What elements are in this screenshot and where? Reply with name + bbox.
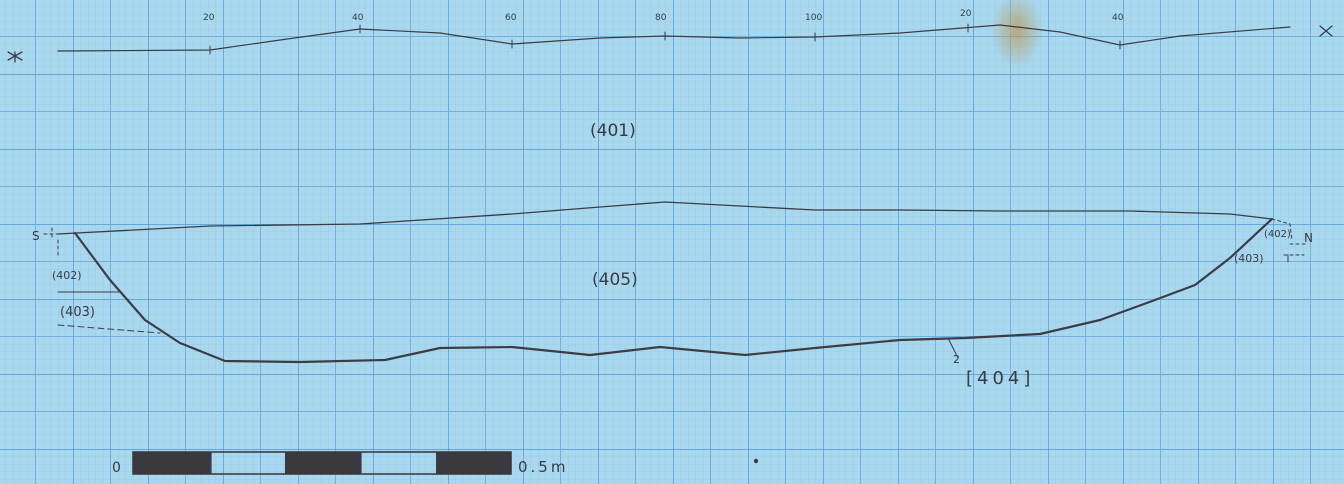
north-end-label: N bbox=[1304, 231, 1313, 245]
context-405-label: (405) bbox=[592, 270, 638, 290]
ruler-tick-label: 80 bbox=[655, 13, 667, 23]
ruler-tick-label: 20 bbox=[960, 9, 972, 19]
ruler-tick-label: 40 bbox=[1112, 13, 1124, 23]
ruler-tick-label: 100 bbox=[805, 13, 822, 23]
ground-surface-line bbox=[57, 24, 1291, 52]
scale-start-label: 0 bbox=[112, 460, 121, 476]
context-403-left-label: (403) bbox=[60, 305, 95, 320]
end-marker-glyph bbox=[1319, 25, 1333, 37]
scale-end-label: 0.5m bbox=[518, 458, 568, 476]
paper-stain bbox=[991, 0, 1043, 68]
context-402-right-label: (402) bbox=[1264, 229, 1291, 240]
context-403-right-label: (403) bbox=[1234, 252, 1264, 265]
cut-pointer-label: 2 bbox=[953, 353, 960, 366]
left-datum-marks bbox=[43, 227, 161, 334]
cut-pointer-line bbox=[947, 337, 959, 359]
context-401-label: (401) bbox=[590, 121, 636, 141]
ruler-tick-label: 20 bbox=[203, 13, 215, 23]
pencil-dot bbox=[753, 458, 759, 464]
south-end-label: S bbox=[32, 229, 40, 243]
ruler-tick-label: 40 bbox=[352, 13, 364, 23]
cut-profile-line bbox=[73, 217, 1274, 364]
scale-bar bbox=[132, 451, 512, 475]
ruler-tick-label: 60 bbox=[505, 13, 517, 23]
start-marker-glyph bbox=[7, 51, 23, 63]
fill-top-boundary bbox=[57, 201, 1273, 235]
ruler-ticks bbox=[209, 23, 1121, 55]
right-datum-marks bbox=[1271, 218, 1307, 263]
context-402-left-label: (402) bbox=[52, 269, 82, 282]
cut-404-label: [404] bbox=[966, 368, 1034, 389]
